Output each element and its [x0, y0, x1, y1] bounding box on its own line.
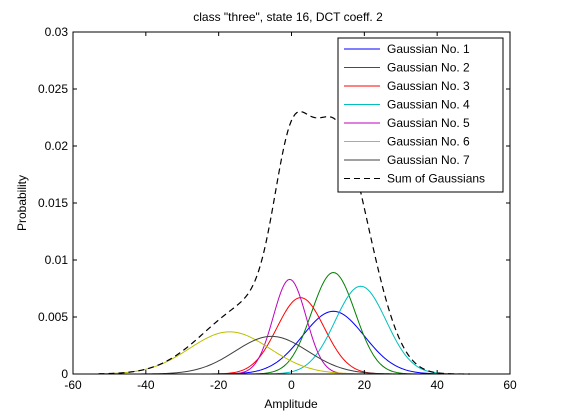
legend-label: Gaussian No. 6 [387, 135, 470, 149]
legend-label: Sum of Gaussians [387, 172, 485, 186]
legend-label: Gaussian No. 1 [387, 42, 470, 56]
legend-label: Gaussian No. 3 [387, 79, 470, 93]
legend-label: Gaussian No. 2 [387, 61, 470, 75]
series-line-8 [98, 110, 470, 375]
x-tick-label: 0 [288, 378, 295, 392]
x-tick-label: -40 [137, 378, 155, 392]
legend-box [337, 37, 504, 193]
y-tick-label: 0.03 [45, 25, 69, 39]
y-tick-label: 0.01 [45, 253, 69, 267]
y-axis-label: Probability [15, 175, 29, 231]
ticks-layer: -60 -40 -20 0 20 40 60 0 0.005 0.01 0.015 0.02 0.025… [38, 25, 517, 392]
x-tick-label: -20 [210, 378, 228, 392]
x-axis-label: Amplitude [264, 397, 318, 411]
x-tick-label: 60 [503, 378, 517, 392]
legend: Gaussian No. 1 Gaussian No. 2 Gaussian No.… [337, 37, 504, 193]
y-tick-label: 0.025 [38, 82, 68, 96]
y-tick-label: 0 [61, 367, 68, 381]
y-tick-label: 0.005 [38, 310, 68, 324]
legend-label: Gaussian No. 5 [387, 116, 470, 130]
x-tick-label: 40 [430, 378, 444, 392]
legend-label: Gaussian No. 4 [387, 98, 470, 112]
x-tick-label: 20 [358, 378, 372, 392]
y-tick-label: 0.015 [38, 196, 68, 210]
legend-label: Gaussian No. 7 [387, 153, 470, 167]
chart-title: class "three", state 16, DCT coeff. 2 [193, 10, 383, 24]
y-tick-label: 0.02 [45, 139, 69, 153]
x-tick-label: -60 [64, 378, 82, 392]
